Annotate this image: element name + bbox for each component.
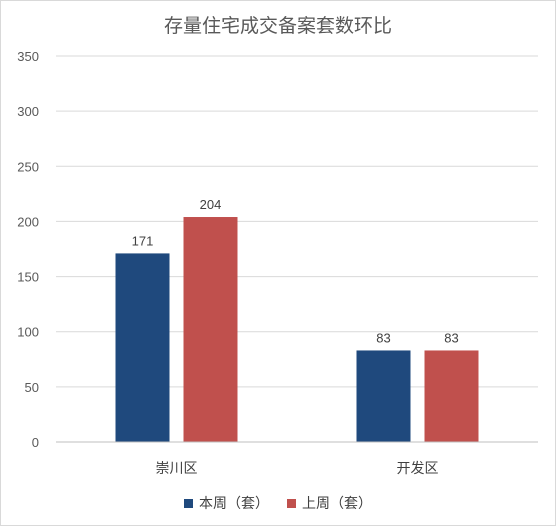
bar <box>424 350 479 442</box>
bar <box>183 217 238 442</box>
y-tick-label: 300 <box>17 104 39 119</box>
y-tick-label: 50 <box>25 380 39 395</box>
legend: 本周（套） 上周（套） <box>1 493 555 513</box>
x-tick-label: 崇川区 <box>156 460 198 476</box>
legend-swatch-this-week <box>184 498 193 508</box>
y-tick-label: 150 <box>17 270 39 285</box>
legend-item-last-week: 上周（套） <box>287 493 372 513</box>
chart-title: 存量住宅成交备案套数环比 <box>163 16 392 37</box>
x-tick-label: 开发区 <box>397 460 439 476</box>
data-label: 83 <box>444 330 458 345</box>
y-tick-label: 250 <box>17 159 39 174</box>
legend-label-last-week: 上周（套） <box>302 495 372 511</box>
data-label: 204 <box>200 197 222 212</box>
data-label: 83 <box>376 330 390 345</box>
data-label: 171 <box>132 233 154 248</box>
bar <box>356 350 411 442</box>
legend-label-this-week: 本周（套） <box>199 495 269 511</box>
y-tick-label: 100 <box>17 325 39 340</box>
y-tick-label: 200 <box>17 214 39 229</box>
y-tick-label: 350 <box>17 49 39 64</box>
legend-swatch-last-week <box>287 498 296 508</box>
bar <box>115 253 170 442</box>
y-tick-label: 0 <box>32 435 39 450</box>
legend-item-this-week: 本周（套） <box>184 493 269 513</box>
